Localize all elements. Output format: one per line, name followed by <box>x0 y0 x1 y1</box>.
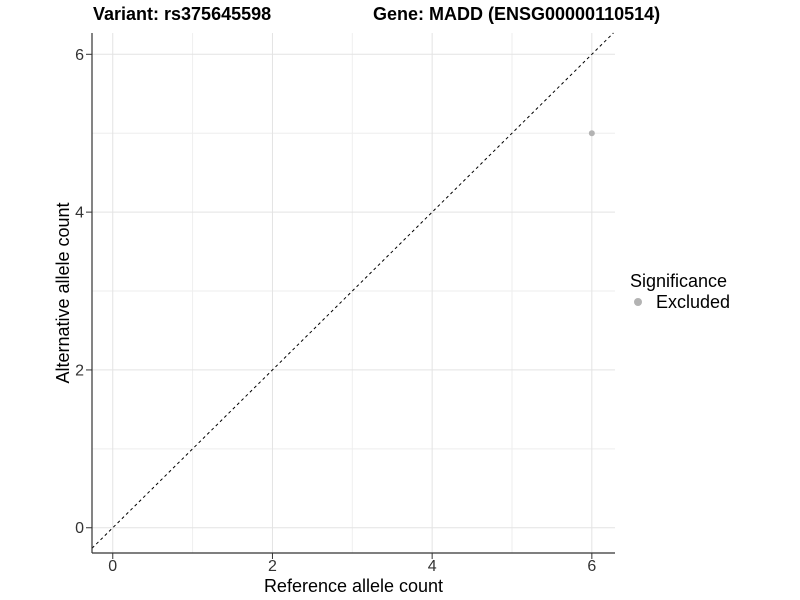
y-tick-label: 2 <box>75 362 84 379</box>
legend-title: Significance <box>630 271 728 291</box>
y-tick-label: 6 <box>75 47 84 64</box>
x-tick-label: 2 <box>268 558 277 575</box>
x-tick-label: 4 <box>428 558 437 575</box>
y-tick-label: 0 <box>75 520 84 537</box>
plot-title-gene: Gene: MADD (ENSG00000110514) <box>373 4 661 24</box>
plot-title-variant: Variant: rs375645598 <box>93 4 272 24</box>
legend-item-label: Excluded <box>656 291 731 312</box>
legend-point-icon <box>634 297 642 306</box>
x-axis-title: Reference allele count <box>263 576 444 596</box>
legend-item: Excluded <box>630 291 731 312</box>
data-point <box>588 130 595 137</box>
y-axis-title: Alternative allele count <box>53 202 73 384</box>
identity-reference-line <box>91 32 614 549</box>
legend-items: Excluded <box>630 291 731 312</box>
x-tick-label: 0 <box>108 558 117 575</box>
y-tick-label: 4 <box>75 205 84 222</box>
x-tick-label: 6 <box>587 558 596 575</box>
legend: Significance Excluded <box>630 271 731 312</box>
